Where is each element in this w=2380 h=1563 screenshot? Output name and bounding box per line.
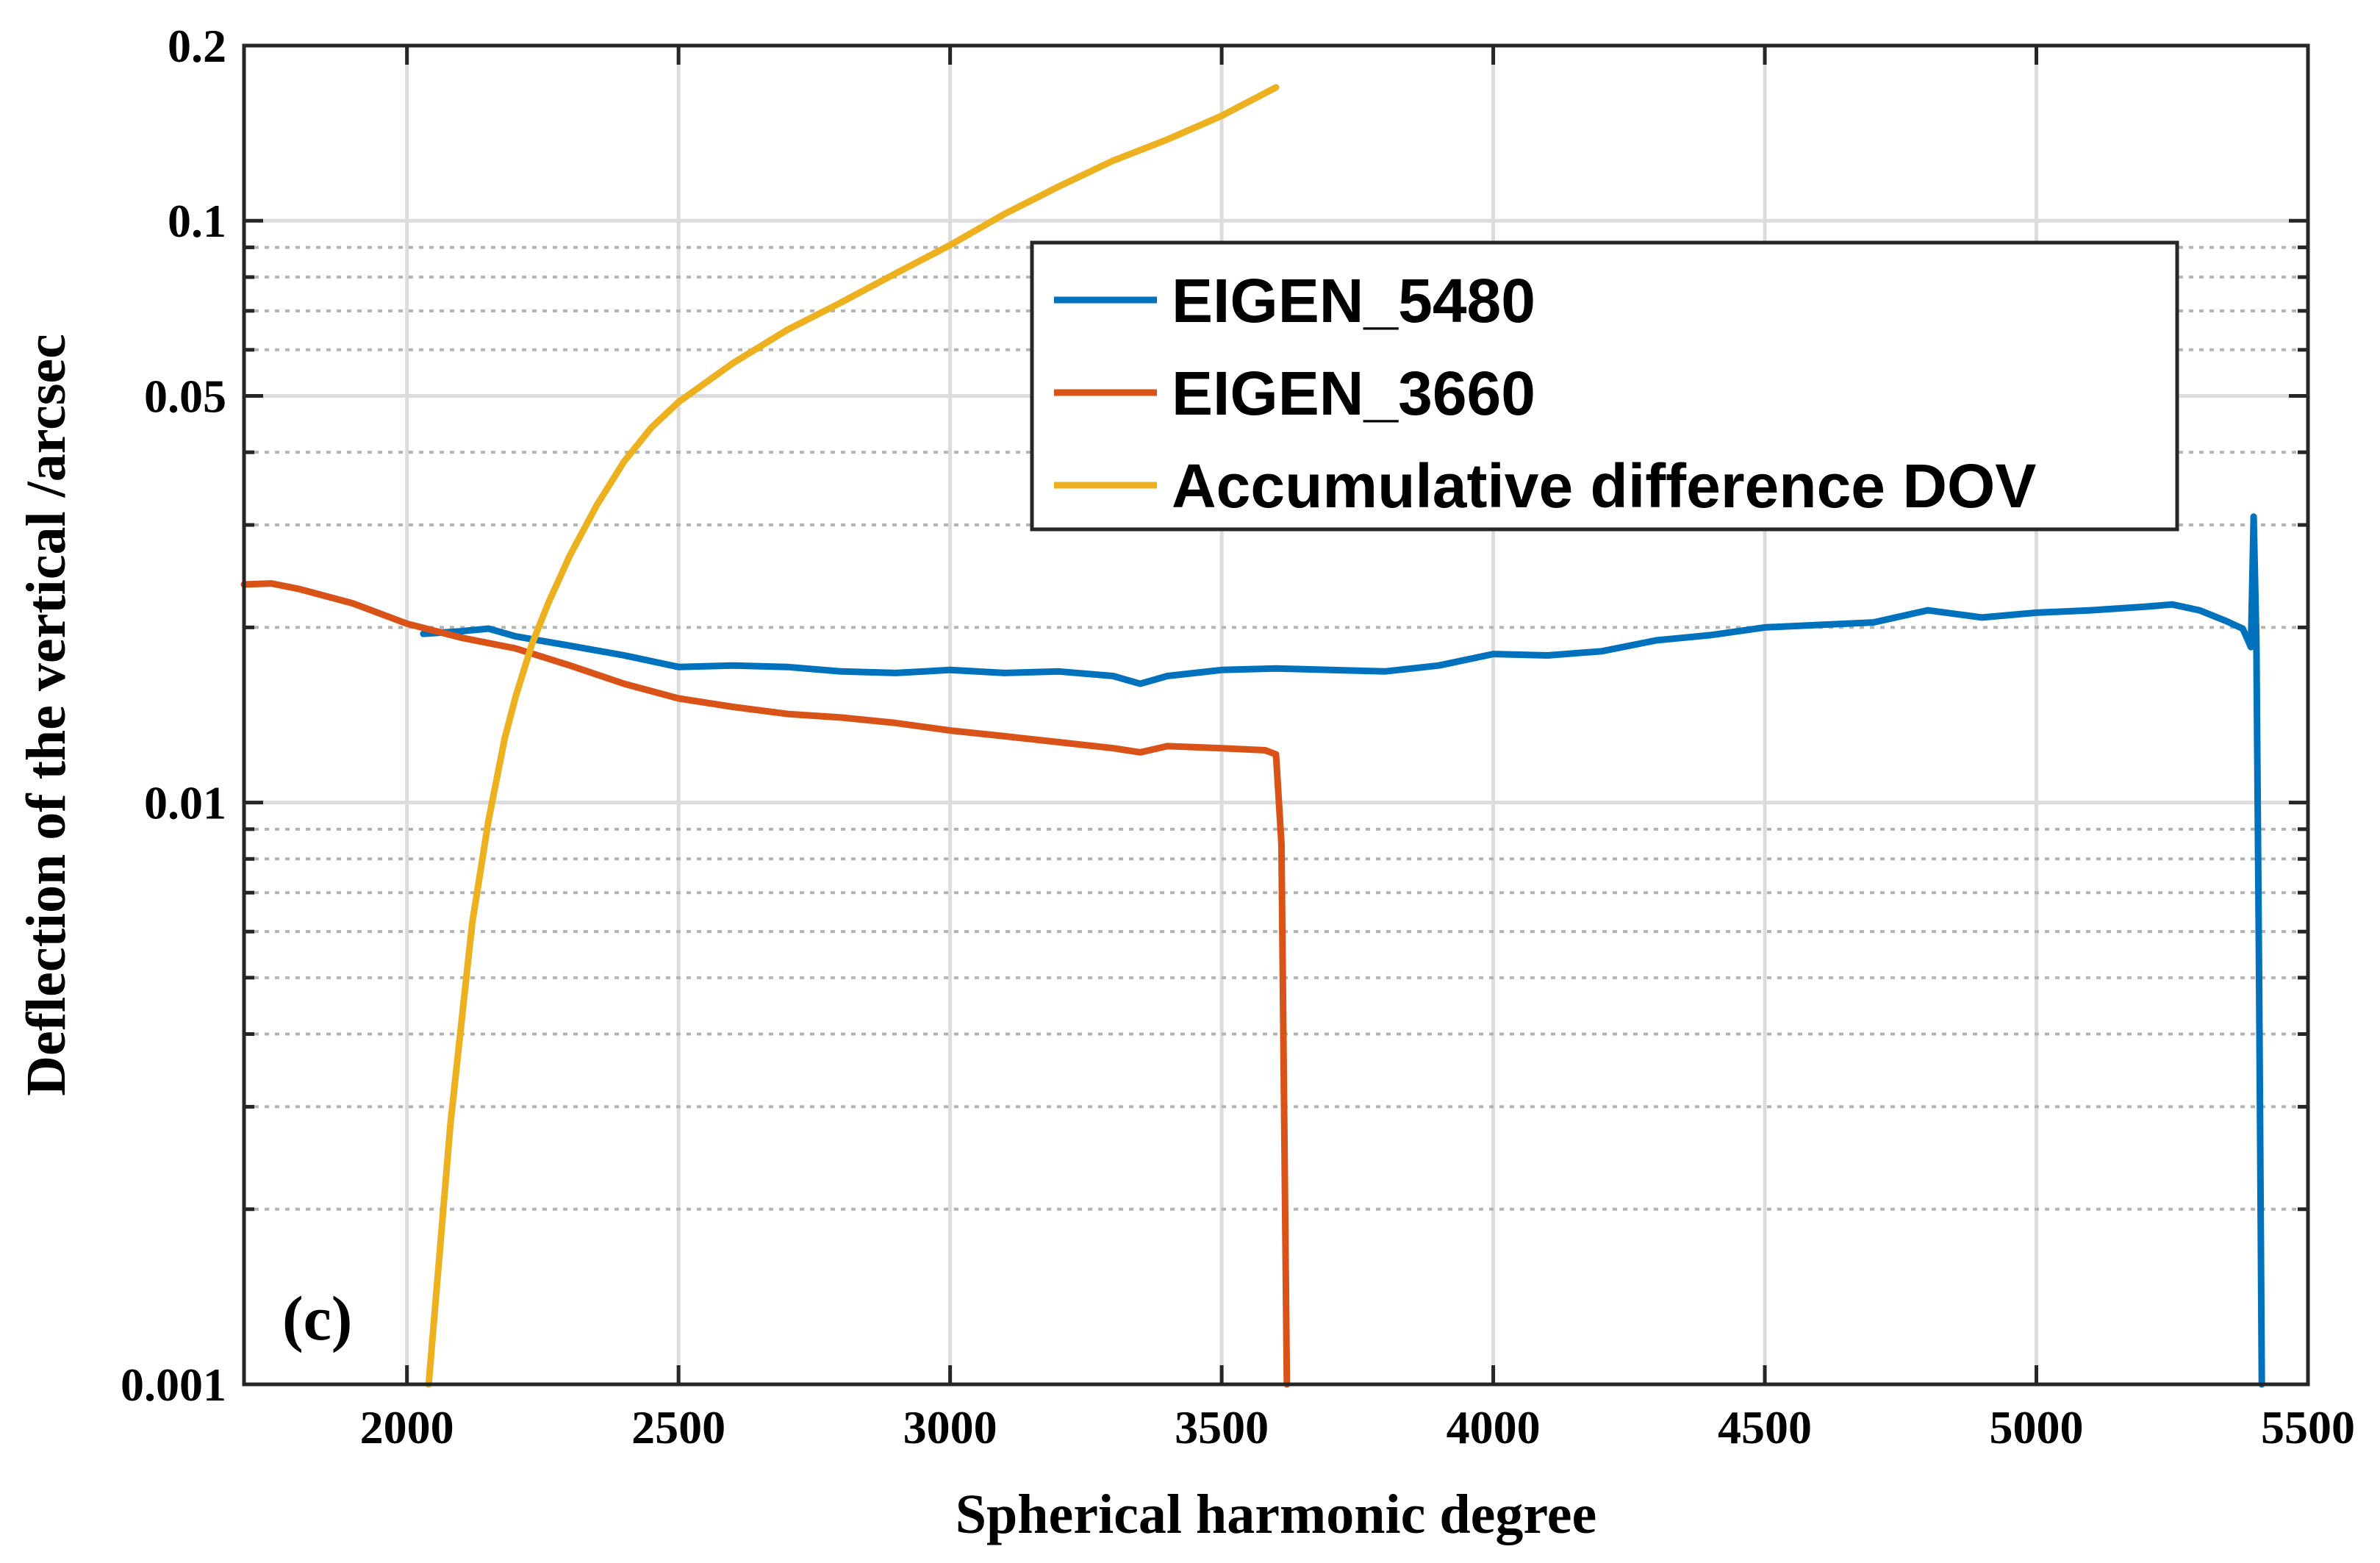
x-tick-label: 2000 — [360, 1401, 454, 1453]
legend: EIGEN_5480 EIGEN_3660 Accumulative differe… — [1030, 240, 2179, 532]
y-tick-label: 0.2 — [168, 20, 226, 72]
legend-box — [1030, 240, 2179, 532]
series-line-2 — [240, 580, 1291, 1388]
x-tick-labels: 2000 2500 3000 3500 4000 4500 5000 5500 — [360, 1401, 2355, 1453]
x-axis-title: Spherical harmonic degree — [956, 1484, 1596, 1545]
y-tick-label: 0.1 — [168, 195, 226, 247]
y-axis-title: Deflection of the vertical /arcsec — [15, 334, 77, 1096]
series-line-3 — [425, 84, 1280, 1388]
x-tick-label: 3000 — [903, 1401, 997, 1453]
x-tick-label: 2500 — [631, 1401, 725, 1453]
x-tick-label: 5500 — [2261, 1401, 2355, 1453]
x-tick-label: 3500 — [1175, 1401, 1269, 1453]
series-line-1 — [420, 513, 2265, 1388]
tick-marks — [244, 43, 2310, 1387]
legend-label: EIGEN_5480 — [1172, 266, 1535, 335]
x-tick-label: 5000 — [1990, 1401, 2084, 1453]
panel-label: (c) — [282, 1283, 352, 1353]
legend-label: Accumulative difference DOV — [1172, 451, 2036, 521]
x-tick-label: 4500 — [1718, 1401, 1812, 1453]
x-tick-label: 4000 — [1447, 1401, 1541, 1453]
y-tick-label: 0.01 — [144, 777, 226, 829]
legend-label: EIGEN_3660 — [1172, 359, 1535, 428]
series-layer — [240, 84, 2265, 1388]
plot-frame — [242, 43, 2310, 1387]
y-tick-labels: 0.001 0.01 0.05 0.1 0.2 — [121, 20, 226, 1411]
y-tick-label: 0.001 — [121, 1359, 226, 1411]
y-tick-label: 0.05 — [144, 370, 226, 422]
